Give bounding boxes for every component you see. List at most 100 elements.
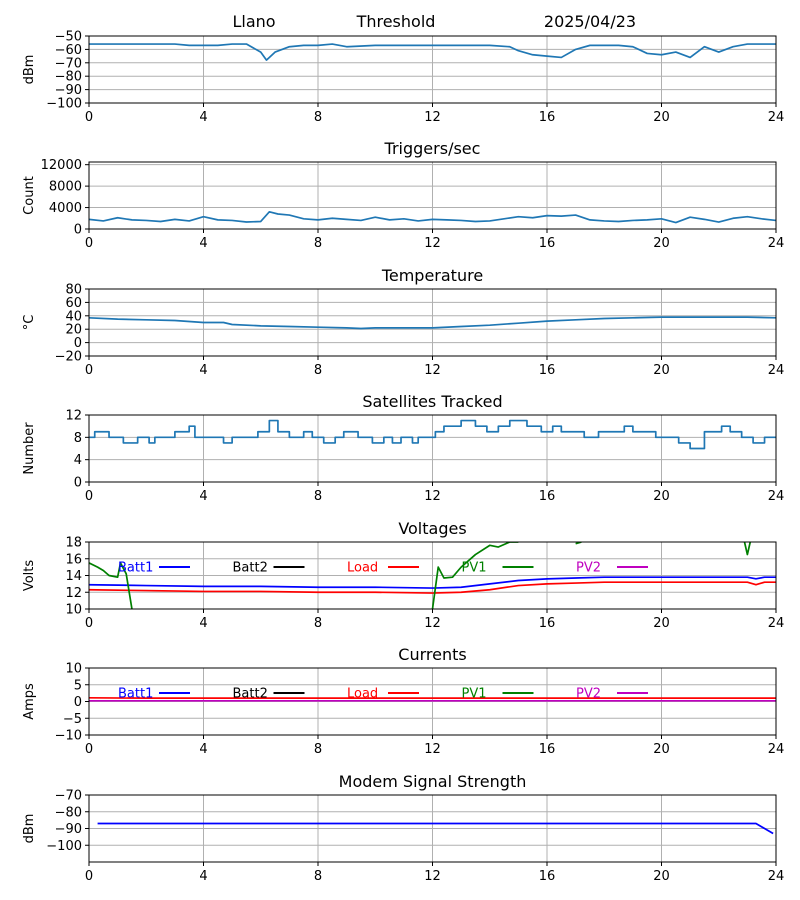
series-line-pv1 [431, 542, 519, 609]
x-tick-label: 16 [539, 236, 556, 251]
y-tick-label: 5 [74, 678, 82, 693]
chart-title: Satellites Tracked [362, 392, 502, 411]
x-tick-label: 24 [768, 110, 785, 125]
series-group [97, 822, 774, 835]
x-tick-label: 24 [768, 236, 785, 251]
x-tick-label: 0 [85, 869, 93, 884]
series-line [89, 210, 776, 224]
header-date: 2025/04/23 [544, 12, 636, 31]
x-tick-label: 16 [539, 110, 556, 125]
series-line [89, 43, 776, 61]
x-tick-label: 8 [314, 363, 322, 378]
header-label: Threshold [356, 12, 436, 31]
x-tick-label: 12 [424, 110, 441, 125]
x-tick-label: 4 [199, 742, 207, 757]
x-tick-label: 0 [85, 110, 93, 125]
legend-label-batt1: Batt1 [118, 687, 153, 702]
y-tick-label: −5 [63, 712, 82, 727]
y-tick-label: −10 [55, 729, 82, 744]
chart-modem: 0 4 8 12 16 20 24 −70−80 −90 −100 Modem Signal Str… [22, 772, 784, 884]
chart-title: Voltages [398, 519, 466, 538]
y-tick-label: −80 [55, 70, 82, 85]
y-axis-label: Amps [22, 683, 37, 720]
x-tick-label: 16 [539, 363, 556, 378]
x-tick-label: 0 [85, 616, 93, 631]
x-tick-label: 4 [199, 363, 207, 378]
y-tick-label: 12 [65, 409, 82, 424]
x-tick-label: 12 [424, 742, 441, 757]
legend: Batt1 Batt2 Load PV1 PV2 [118, 687, 648, 702]
x-tick-label: 20 [653, 616, 670, 631]
y-tick-label: −80 [55, 805, 82, 820]
chart-title: Triggers/sec [384, 139, 481, 158]
x-tick-label: 0 [85, 742, 93, 757]
station-name: Llano [232, 12, 275, 31]
series-line [89, 316, 776, 330]
x-tick-label: 12 [424, 236, 441, 251]
series-group [89, 419, 776, 450]
series-group [89, 43, 776, 61]
x-tick-label: 20 [653, 236, 670, 251]
y-tick-label: 12 [65, 586, 82, 601]
y-tick-label: −100 [46, 839, 82, 854]
y-tick-label: −60 [55, 43, 82, 58]
x-tick-label: 0 [85, 363, 93, 378]
y-tick-label: −50 [55, 30, 82, 45]
x-tick-label: 20 [653, 363, 670, 378]
legend-label-batt2: Batt2 [233, 687, 268, 702]
y-axis-label: dBm [22, 55, 37, 85]
x-tick-label: 24 [768, 742, 785, 757]
y-tick-label: 60 [65, 296, 82, 311]
y-tick-label: 4 [74, 453, 82, 468]
series-line [89, 419, 776, 450]
legend-label-pv2: PV2 [576, 687, 601, 702]
chart-threshold: 0 4 8 12 16 20 24 −50−60−70−80−90−100 dBm [22, 30, 784, 126]
series-line-batt1 [89, 576, 776, 589]
y-axis-label: Volts [22, 560, 37, 592]
x-tick-label: 12 [424, 363, 441, 378]
legend-label-pv1: PV1 [462, 561, 487, 576]
header: Llano Threshold 2025/04/23 [232, 12, 636, 31]
legend-label-load: Load [347, 561, 378, 576]
y-axis-label: °C [22, 315, 37, 331]
y-axis-label: Number [22, 422, 37, 475]
x-tick-label: 8 [314, 110, 322, 125]
grid-lines [88, 541, 777, 610]
series-group [89, 696, 776, 702]
x-tick-label: 8 [314, 616, 322, 631]
y-tick-label: 40 [65, 309, 82, 324]
y-tick-label: 16 [65, 552, 82, 567]
series-line [97, 822, 774, 835]
x-tick-label: 0 [85, 489, 93, 504]
chart-satellites: 0 4 8 12 16 20 24 0 4 8 12 Satellites Tracked Number [22, 392, 784, 504]
x-tick-label: 8 [314, 489, 322, 504]
legend-label-batt2: Batt2 [233, 561, 268, 576]
x-tick-label: 16 [539, 869, 556, 884]
x-tick-label: 20 [653, 110, 670, 125]
legend: Batt1 Batt2 Load PV1 PV2 [118, 561, 648, 576]
y-tick-label: 18 [65, 536, 82, 551]
grid-lines [88, 794, 777, 862]
y-tick-label: −90 [55, 822, 82, 837]
x-tick-label: 4 [199, 489, 207, 504]
chart-triggers: 0 4 8 12 16 20 24 0 4000 8000 12000 Triggers/sec Cou… [22, 139, 784, 251]
x-tick-label: 20 [653, 489, 670, 504]
x-tick-label: 24 [768, 489, 785, 504]
x-tick-label: 16 [539, 489, 556, 504]
y-tick-label: 0 [74, 336, 82, 351]
y-tick-label: 0 [74, 476, 82, 491]
x-tick-label: 0 [85, 236, 93, 251]
x-tick-label: 24 [768, 616, 785, 631]
x-tick-label: 12 [424, 489, 441, 504]
x-tick-label: 12 [424, 869, 441, 884]
legend-label-pv2: PV2 [576, 561, 601, 576]
x-tick-label: 4 [199, 110, 207, 125]
x-tick-label: 20 [653, 742, 670, 757]
chart-title: Currents [398, 645, 466, 664]
x-tick-label: 8 [314, 236, 322, 251]
y-axis-label: Count [22, 176, 37, 215]
chart-title: Modem Signal Strength [339, 772, 527, 791]
